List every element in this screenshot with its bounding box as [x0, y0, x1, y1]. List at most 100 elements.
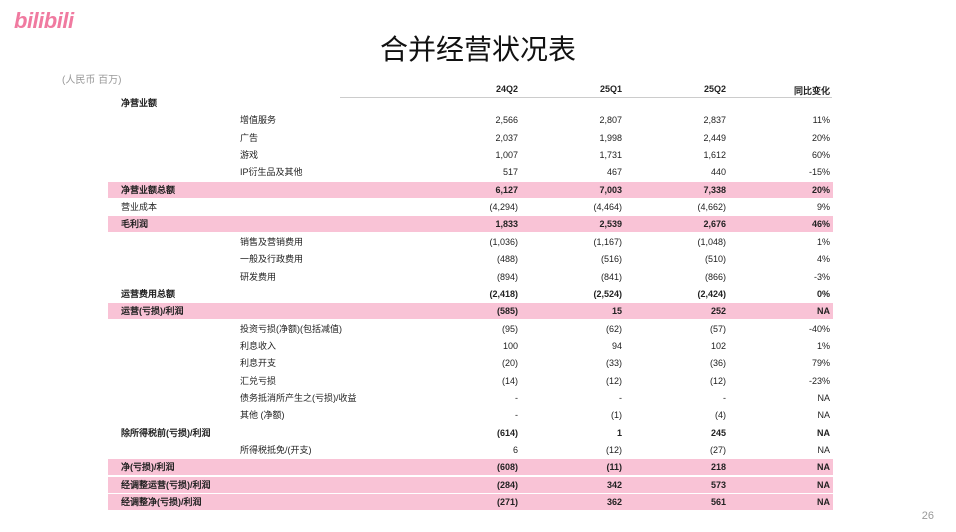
row-label: 营业成本 [121, 202, 158, 213]
cell-25q1: 342 [606, 479, 622, 490]
row-label: 利息开支 [240, 358, 277, 369]
cell-25q2: (36) [709, 358, 726, 369]
row-label: 汇兑亏损 [240, 375, 277, 386]
cell-yoy: -23% [808, 375, 830, 386]
cell-yoy: 4% [816, 254, 830, 265]
cell-yoy: 1% [816, 340, 830, 351]
cell-25q1: (12) [605, 445, 622, 455]
row-label: 游戏 [240, 150, 259, 161]
row-label: 毛利润 [121, 219, 149, 230]
cell-25q1: (1,167) [593, 236, 622, 247]
cell-24q2: (2,418) [489, 288, 518, 299]
cell-24q2: (271) [496, 497, 518, 508]
table-row: 净营业额 [108, 95, 833, 111]
row-label: 净(亏损)/利润 [121, 462, 175, 473]
cell-24q2: - [515, 410, 518, 421]
cell-24q2: (14) [501, 375, 518, 386]
row-label: 投资亏损(净额)(包括减值) [240, 323, 342, 334]
page-number: 26 [921, 510, 934, 522]
row-label: 销售及营销费用 [240, 236, 304, 247]
cell-25q1: 2,539 [599, 219, 622, 230]
cell-yoy: -15% [808, 167, 830, 178]
cell-yoy: 1% [816, 236, 830, 247]
cell-25q1: (841) [600, 271, 622, 282]
row-label: 债务抵消所产生之(亏损)/收益 [240, 392, 357, 403]
cell-25q2: (2,424) [697, 288, 726, 299]
cell-25q1: 94 [611, 340, 622, 351]
column-header-yoy: 同比变化 [793, 86, 830, 96]
cell-24q2: 100 [502, 340, 518, 351]
cell-24q2: 517 [502, 167, 518, 178]
table-row: 所得税抵免/(开支) 6 (12) (27) NA [108, 442, 833, 458]
cell-25q2: 252 [710, 306, 726, 317]
cell-24q2: (488) [496, 254, 518, 265]
cell-yoy: 46% [811, 219, 830, 230]
cell-yoy: 60% [811, 150, 830, 161]
cell-25q1: (2,524) [593, 288, 622, 299]
row-label: 研发费用 [240, 271, 277, 282]
cell-24q2: 2,566 [495, 115, 518, 126]
row-label: 利息收入 [240, 340, 277, 351]
cell-25q1: (12) [605, 375, 622, 386]
cell-25q1: 467 [606, 167, 622, 178]
cell-24q2: 1,007 [495, 150, 518, 161]
cell-25q1: (33) [605, 358, 622, 369]
header-divider [340, 97, 832, 98]
cell-25q1: - [619, 392, 622, 403]
cell-yoy: NA [817, 445, 830, 455]
cell-25q1: 7,003 [599, 184, 622, 195]
cell-25q1: 1 [616, 427, 622, 438]
cell-25q2: 102 [710, 340, 726, 351]
table-row: 游戏 1,007 1,731 1,612 60% [108, 147, 833, 163]
table-row: 营业成本 (4,294) (4,464) (4,662) 9% [108, 199, 833, 215]
cell-25q1: (11) [606, 462, 622, 473]
cell-yoy: -40% [808, 323, 830, 334]
cell-24q2: 6 [512, 445, 518, 455]
row-label: 运营(亏损)/利润 [121, 306, 184, 317]
table-row: 运营(亏损)/利润 (585) 15 252 NA [108, 303, 833, 320]
table-row: 一般及行政费用 (488) (516) (510) 4% [108, 251, 833, 267]
table-row: 投资亏损(净额)(包括减值) (95) (62) (57) -40% [108, 321, 833, 337]
cell-yoy: NA [817, 427, 830, 438]
table-row: 净(亏损)/利润 (608) (11) 218 NA [108, 459, 833, 476]
cell-25q2: 561 [710, 497, 726, 508]
cell-25q2: (510) [704, 254, 726, 265]
cell-25q2: - [723, 392, 726, 403]
cell-25q2: 2,837 [703, 115, 726, 126]
cell-25q2: 1,612 [703, 150, 726, 161]
table-row: 其他 (净额) - (1) (4) NA [108, 407, 833, 423]
cell-25q1: 2,807 [599, 115, 622, 126]
table-row: 销售及营销费用 (1,036) (1,167) (1,048) 1% [108, 234, 833, 250]
cell-25q2: 218 [710, 462, 726, 473]
cell-yoy: NA [817, 497, 830, 508]
table-row: 增值服务 2,566 2,807 2,837 11% [108, 112, 833, 128]
table-header: 24Q2 25Q1 25Q2 同比变化 [0, 84, 956, 97]
cell-25q1: 1,998 [599, 132, 622, 143]
cell-25q2: (12) [709, 375, 726, 386]
cell-25q2: (866) [704, 271, 726, 282]
cell-25q2: 7,338 [703, 184, 726, 195]
table-row: 研发费用 (894) (841) (866) -3% [108, 269, 833, 285]
cell-24q2: (894) [496, 271, 518, 282]
cell-24q2: (284) [496, 479, 518, 490]
cell-24q2: (95) [501, 323, 518, 334]
cell-24q2: (1,036) [489, 236, 518, 247]
cell-25q2: 440 [710, 167, 726, 178]
cell-25q2: (57) [709, 323, 726, 334]
unit-label: (人民币 百万) [62, 75, 122, 86]
page-title: 合并经营状况表 [379, 34, 576, 65]
row-label: 除所得税前(亏损)/利润 [121, 427, 211, 438]
cell-yoy: NA [817, 392, 830, 403]
cell-25q2: 2,449 [703, 132, 726, 143]
row-label: 净营业额总额 [121, 184, 176, 195]
cell-25q2: 245 [710, 427, 726, 438]
column-header-25q1: 25Q1 [599, 84, 622, 94]
cell-24q2: (585) [496, 306, 518, 317]
table-row: 除所得税前(亏损)/利润 (614) 1 245 NA [108, 425, 833, 441]
cell-yoy: 0% [816, 288, 830, 299]
cell-yoy: 20% [811, 184, 830, 195]
cell-24q2: 2,037 [495, 132, 518, 143]
cell-25q1: (1) [611, 410, 622, 421]
row-label: 经调整净(亏损)/利润 [121, 497, 202, 508]
